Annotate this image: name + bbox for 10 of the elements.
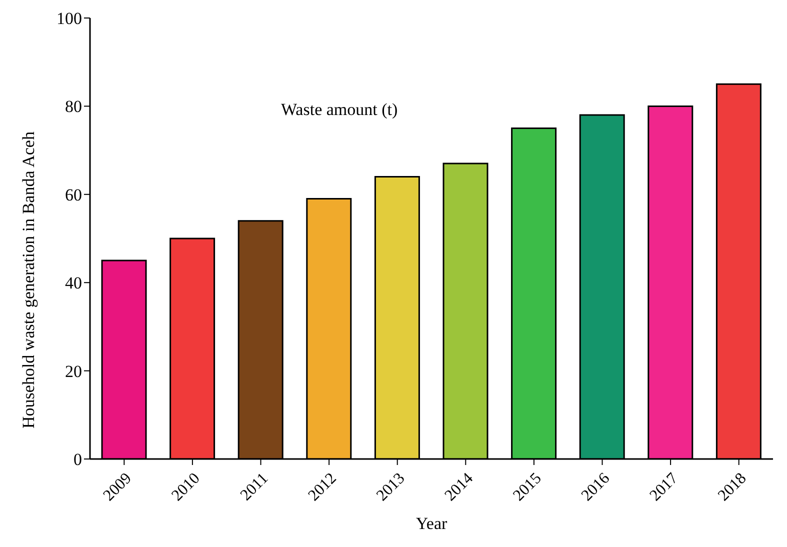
y-axis-title: Household waste generation in Banda Aceh [19, 131, 38, 428]
y-tick-label: 40 [65, 274, 82, 293]
y-tick-label: 60 [65, 185, 82, 204]
x-tick-label: 2011 [237, 470, 272, 504]
y-tick-label: 100 [56, 9, 82, 28]
y-tick-label: 20 [65, 362, 82, 381]
annotation: Waste amount (t) [281, 100, 398, 120]
y-tick-label: 80 [65, 97, 82, 116]
y-tick-label: 0 [74, 450, 82, 470]
x-axis-title: Year [416, 514, 448, 533]
